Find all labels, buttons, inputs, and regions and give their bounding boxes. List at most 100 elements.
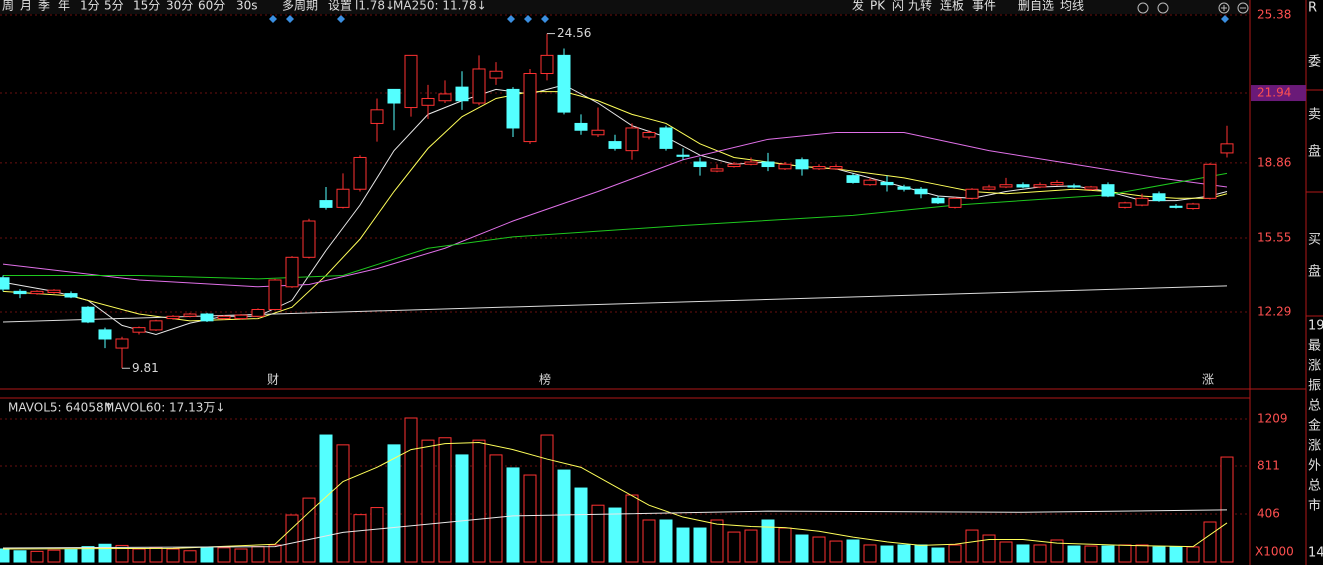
volume-bar <box>540 434 554 563</box>
volume-bar <box>693 527 707 563</box>
candle-body <box>1033 184 1047 188</box>
signal-icon <box>286 15 294 23</box>
volume-bar <box>115 544 129 563</box>
toolbar-button[interactable]: 1分 <box>80 0 100 13</box>
volume-bar <box>13 550 27 563</box>
unit-label: X1000 <box>1255 545 1294 559</box>
toolbar-button[interactable]: 均线 <box>1060 0 1084 13</box>
volume-bar <box>0 548 10 563</box>
candle-body <box>268 279 282 310</box>
volume-bar <box>81 546 95 563</box>
ma-legend: MA250: 11.78↓ <box>393 0 487 13</box>
candle-body <box>217 315 231 320</box>
y-tick-label: 406 <box>1257 506 1280 520</box>
volume-bar <box>880 545 894 563</box>
tool-icons[interactable] <box>1137 2 1249 14</box>
candle-body <box>999 184 1013 188</box>
sidebar-label: 14 <box>1308 546 1323 561</box>
toolbar-button[interactable]: 设置 <box>328 0 352 13</box>
volume-bar <box>1016 544 1030 563</box>
volume-bar <box>523 474 537 563</box>
toolbar-button[interactable]: 年 <box>58 0 70 13</box>
volume-bar <box>1118 544 1132 563</box>
toolbar-button[interactable]: 30s <box>236 0 258 13</box>
toolbar-button[interactable]: 九转 <box>908 0 932 13</box>
candle-body <box>47 289 61 293</box>
volume-bar <box>387 444 401 563</box>
toolbar-button[interactable]: 闪 <box>892 0 904 13</box>
toolbar-bg <box>0 0 1250 14</box>
signal-icon <box>524 15 532 23</box>
candle-body <box>591 129 605 136</box>
toolbar-button[interactable]: 发 <box>852 0 864 13</box>
candle-body <box>795 159 809 170</box>
candle-body <box>183 313 197 317</box>
volume-bar <box>336 444 350 563</box>
candle-body <box>302 220 316 258</box>
event-marker[interactable]: 涨 <box>1202 372 1214 387</box>
volume-bar <box>931 547 945 563</box>
candle-body <box>1186 203 1200 210</box>
volume-bar <box>897 544 911 563</box>
toolbar-button[interactable]: 事件 <box>972 0 996 13</box>
candle-body <box>1169 205 1183 208</box>
toolbar-button[interactable]: 15分 <box>133 0 160 13</box>
volume-legend: MAVOL60: 17.13万↓ <box>104 401 225 415</box>
candle-body <box>948 197 962 208</box>
volume-bar <box>268 544 282 563</box>
candle-body <box>472 68 486 104</box>
ma-line <box>3 172 1228 280</box>
candle-body <box>455 86 469 102</box>
volume-bar <box>846 539 860 563</box>
toolbar-button[interactable]: 5分 <box>104 0 124 13</box>
signal-icon <box>541 15 549 23</box>
candle-body <box>421 97 435 106</box>
candle-body <box>693 161 707 168</box>
y-tick-label: 18.86 <box>1257 155 1291 169</box>
volume-bar <box>166 548 180 563</box>
candle-body <box>710 168 724 172</box>
candle-body <box>1220 143 1234 154</box>
event-marker[interactable]: 榜 <box>539 372 551 387</box>
toolbar-button[interactable]: 月 <box>20 0 32 13</box>
candle-body <box>387 88 401 104</box>
volume-bar <box>1067 545 1081 563</box>
candle-body <box>1101 184 1115 197</box>
volume-bar <box>965 529 979 563</box>
volume-bar <box>353 514 367 563</box>
volume-bar <box>812 536 826 563</box>
toolbar-button[interactable]: 30分 <box>166 0 193 13</box>
volume-bar <box>1101 545 1115 563</box>
ma-line <box>2 441 1228 550</box>
candle-body <box>880 181 894 186</box>
candle-body <box>1118 202 1132 208</box>
volume-bar <box>625 494 639 563</box>
toolbar-button[interactable]: 多周期 <box>282 0 318 13</box>
volume-bar <box>438 437 452 563</box>
sidebar-label: 委 <box>1308 55 1321 70</box>
toolbar-button[interactable]: 60分 <box>198 0 225 13</box>
volume-bar <box>863 544 877 563</box>
candle-body <box>0 277 10 290</box>
toolbar-button[interactable]: 季 <box>38 0 50 13</box>
volume-bar <box>370 507 384 563</box>
toolbar-button[interactable]: 连板 <box>940 0 964 13</box>
volume-bar <box>642 519 656 563</box>
volume-bar <box>557 469 571 563</box>
y-tick-label: 25.38 <box>1257 7 1291 21</box>
event-marker[interactable]: 财 <box>267 373 279 387</box>
candle-body <box>370 109 384 124</box>
volume-bar <box>1152 546 1166 563</box>
ma-line <box>2 509 1228 549</box>
toolbar-button[interactable]: 删自选 <box>1018 0 1054 13</box>
toolbar-button[interactable]: PK <box>870 0 886 13</box>
volume-bar <box>948 544 962 563</box>
signal-icon <box>337 15 345 23</box>
candle-body <box>744 161 758 165</box>
candle-body <box>778 163 792 170</box>
candle-body <box>863 179 877 186</box>
toolbar-button[interactable]: 周 <box>2 0 14 13</box>
candle-body <box>965 188 979 199</box>
volume-bar <box>744 529 758 563</box>
volume-bar <box>149 547 163 563</box>
